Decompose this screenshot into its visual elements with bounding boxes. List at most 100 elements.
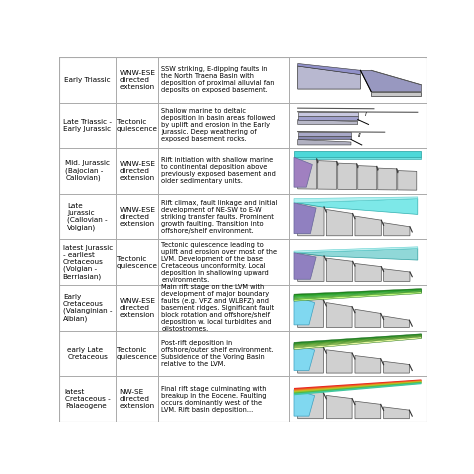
Text: SSW striking, E-dipping faults in
the North Traena Basin with
deposition of prox: SSW striking, E-dipping faults in the No… — [161, 66, 275, 93]
Polygon shape — [290, 332, 425, 375]
Polygon shape — [326, 302, 352, 328]
Polygon shape — [294, 334, 421, 344]
Text: II: II — [358, 133, 362, 137]
Text: I: I — [365, 112, 366, 117]
Polygon shape — [294, 336, 421, 348]
Polygon shape — [294, 381, 421, 392]
Polygon shape — [294, 289, 421, 296]
Text: Early Triassic: Early Triassic — [64, 77, 111, 82]
Polygon shape — [360, 70, 421, 91]
Text: Early
Cretaceous
(Valanginian -
Albian): Early Cretaceous (Valanginian - Albian) — [63, 294, 112, 322]
Text: Rift initiation with shallow marine
to continental deposition above
previously e: Rift initiation with shallow marine to c… — [161, 157, 276, 184]
Polygon shape — [290, 241, 425, 283]
Polygon shape — [383, 407, 410, 419]
Polygon shape — [294, 248, 418, 260]
Polygon shape — [294, 335, 421, 347]
Polygon shape — [298, 203, 324, 236]
Polygon shape — [318, 161, 337, 189]
Polygon shape — [294, 291, 421, 299]
Text: Tectonic quiescence leading to
uplift and erosion over most of the
LVM. Developm: Tectonic quiescence leading to uplift an… — [161, 242, 277, 283]
Polygon shape — [298, 132, 351, 136]
Polygon shape — [290, 195, 425, 238]
Polygon shape — [294, 203, 316, 234]
Polygon shape — [298, 390, 323, 419]
Polygon shape — [298, 158, 317, 189]
Polygon shape — [326, 210, 353, 236]
Polygon shape — [294, 344, 315, 371]
Polygon shape — [383, 269, 410, 282]
Polygon shape — [290, 150, 425, 192]
Polygon shape — [294, 337, 421, 350]
Polygon shape — [383, 316, 410, 328]
Text: NW-SE
directed
extension: NW-SE directed extension — [120, 389, 155, 409]
Polygon shape — [298, 253, 324, 282]
Polygon shape — [294, 390, 315, 416]
Polygon shape — [294, 151, 421, 157]
Polygon shape — [298, 112, 358, 116]
Polygon shape — [294, 199, 418, 214]
Text: Mid. Jurassic
(Bajocian -
Callovian): Mid. Jurassic (Bajocian - Callovian) — [65, 160, 110, 182]
Polygon shape — [378, 168, 397, 190]
Text: Main rift stage on the LVM with
development of major boundary
faults (e.g. VFZ a: Main rift stage on the LVM with developm… — [161, 283, 274, 332]
Polygon shape — [355, 216, 381, 236]
Polygon shape — [355, 401, 381, 419]
Text: Late
Jurassic
(Callovian -
Volgian): Late Jurassic (Callovian - Volgian) — [67, 202, 108, 230]
Polygon shape — [298, 119, 358, 125]
Polygon shape — [294, 380, 421, 391]
Polygon shape — [290, 104, 425, 146]
Text: Late Triassic -
Early Jurassic: Late Triassic - Early Jurassic — [63, 119, 112, 132]
Polygon shape — [294, 253, 316, 279]
Polygon shape — [294, 382, 421, 393]
Polygon shape — [298, 139, 351, 145]
Polygon shape — [294, 296, 315, 325]
Text: latest Jurassic
- earliest
Cretaceous
(Volgian -
Berriasian): latest Jurassic - earliest Cretaceous (V… — [63, 245, 113, 280]
Text: Tectonic
quiescence: Tectonic quiescence — [117, 255, 158, 269]
Polygon shape — [398, 171, 417, 190]
Polygon shape — [294, 334, 421, 345]
Polygon shape — [358, 165, 377, 190]
Polygon shape — [294, 291, 421, 300]
Polygon shape — [326, 395, 352, 419]
Polygon shape — [355, 310, 381, 328]
Polygon shape — [337, 163, 357, 190]
Text: Final rift stage culminating with
breakup in the Eocene. Faulting
occurs dominan: Final rift stage culminating with breaku… — [161, 385, 267, 412]
Polygon shape — [298, 64, 360, 74]
Polygon shape — [355, 356, 381, 373]
Polygon shape — [294, 337, 421, 349]
Polygon shape — [290, 286, 425, 329]
Polygon shape — [294, 292, 421, 301]
Polygon shape — [294, 157, 421, 159]
Polygon shape — [298, 136, 351, 139]
Text: WNW-ESE
directed
extension: WNW-ESE directed extension — [119, 298, 155, 318]
Polygon shape — [294, 157, 312, 187]
Polygon shape — [294, 383, 421, 395]
Text: WNW-ESE
directed
extension: WNW-ESE directed extension — [119, 70, 155, 90]
Polygon shape — [294, 382, 421, 394]
Text: early Late
Cretaceous: early Late Cretaceous — [67, 347, 108, 360]
Polygon shape — [355, 264, 381, 282]
Text: WNW-ESE
directed
extension: WNW-ESE directed extension — [119, 207, 155, 227]
Text: Post-rift deposition in
offshore/outer shelf environment.
Subsidence of the Vori: Post-rift deposition in offshore/outer s… — [161, 340, 274, 367]
Polygon shape — [371, 91, 421, 96]
Polygon shape — [326, 350, 352, 373]
Polygon shape — [298, 116, 358, 119]
Polygon shape — [294, 290, 421, 298]
Polygon shape — [326, 258, 353, 282]
Text: Tectonic
quiescence: Tectonic quiescence — [117, 119, 158, 132]
Polygon shape — [383, 361, 410, 373]
Polygon shape — [290, 378, 425, 420]
Text: Shallow marine to deltaic
deposition in basin areas followed
by uplift and erosi: Shallow marine to deltaic deposition in … — [161, 109, 275, 142]
Polygon shape — [298, 296, 323, 328]
Polygon shape — [290, 58, 425, 101]
Text: latest
Cretaceous -
Palaeogene: latest Cretaceous - Palaeogene — [65, 389, 110, 409]
Polygon shape — [294, 381, 421, 392]
Polygon shape — [298, 344, 323, 373]
Polygon shape — [294, 379, 421, 390]
Text: Tectonic
quiescence: Tectonic quiescence — [117, 347, 158, 360]
Text: WNW-ESE
directed
extension: WNW-ESE directed extension — [119, 161, 155, 181]
Polygon shape — [383, 223, 410, 236]
Polygon shape — [294, 289, 421, 297]
Polygon shape — [298, 66, 360, 89]
Polygon shape — [294, 335, 421, 346]
Text: Rift climax, fault linkage and initial
development of NE-SW to E-W
striking tran: Rift climax, fault linkage and initial d… — [161, 200, 278, 234]
